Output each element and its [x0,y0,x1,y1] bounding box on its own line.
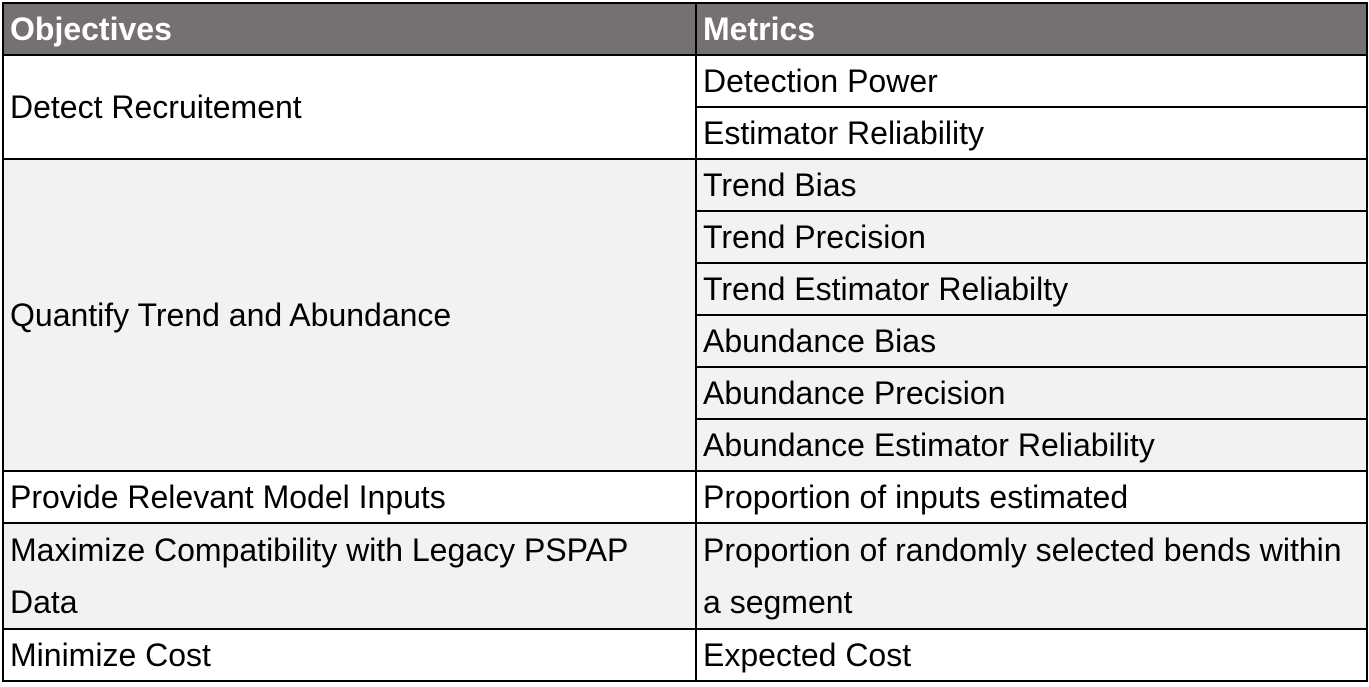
metric-cell: Trend Precision [695,210,1368,264]
metric-cell: Expected Cost [695,628,1368,682]
metric-cell: Proportion of randomly selected bends wi… [695,522,1368,630]
header-objectives: Objectives [2,2,697,56]
table-row: Abundance Estimator Reliability [3,418,1368,472]
table-row: Abundance Bias [3,314,1368,368]
table-row: Abundance Precision [3,366,1368,420]
table-header: Objectives Metrics [2,2,1368,56]
metric-cell: Abundance Bias [695,314,1368,368]
metric-cell: Estimator Reliability [695,106,1368,160]
table-row: Estimator Reliability [3,106,1368,160]
metric-cell: Detection Power [695,54,1368,108]
table-row: Trend Estimator Reliabilty [3,262,1368,316]
metric-cell: Proportion of inputs estimated [695,470,1368,524]
table-row: Quantify Trend and Abundance Trend Bias [2,158,1368,472]
objective-cell: Quantify Trend and Abundance [2,158,697,472]
objective-cell: Minimize Cost [2,628,697,682]
objective-cell: Provide Relevant Model Inputs [2,470,697,524]
header-row: Objectives Metrics [2,2,1368,56]
table-row: Minimize Cost Expected Cost [2,628,1368,682]
objective-cell: Detect Recruitement [2,54,697,160]
table-row: Detect Recruitement Detection Power [2,54,1368,160]
table-row: Provide Relevant Model Inputs Proportion… [2,470,1368,524]
table-row: Maximize Compatibility with Legacy PSPAP… [2,522,1368,630]
metric-cell: Abundance Estimator Reliability [695,418,1368,472]
header-metrics: Metrics [695,2,1368,56]
objective-cell: Maximize Compatibility with Legacy PSPAP… [2,522,697,630]
table-row: Trend Precision [3,210,1368,264]
metric-cell: Abundance Precision [695,366,1368,420]
metric-cell: Trend Bias [695,158,1368,212]
table-body: Detect Recruitement Detection Power Esti… [2,54,1368,682]
metric-cell: Trend Estimator Reliabilty [695,262,1368,316]
